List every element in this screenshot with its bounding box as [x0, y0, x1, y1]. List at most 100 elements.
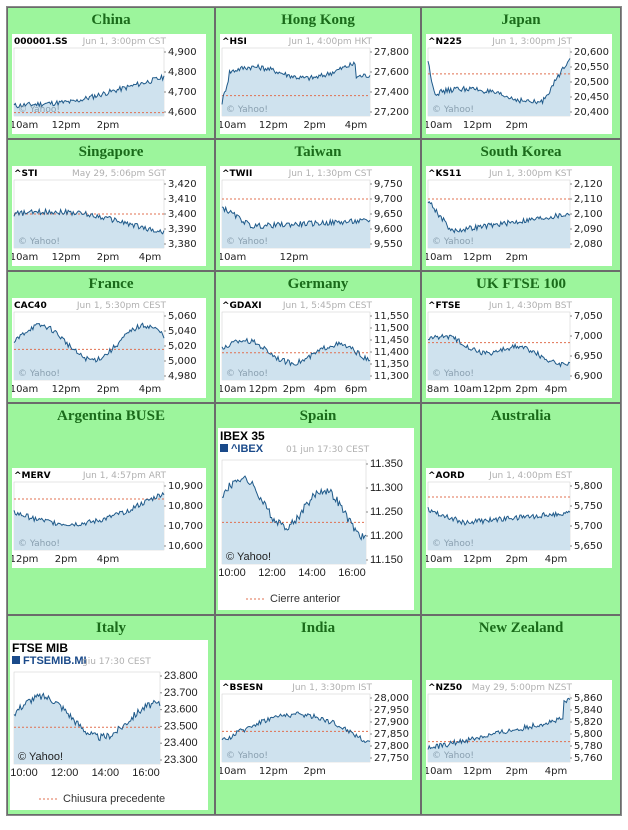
timestamp: Jun 1, 5:45pm CEST [282, 301, 373, 311]
market-cell-hong-kong: Hong Kong ^HSI Jun 1, 4:00pm HKT 27,800 27,6… [215, 7, 421, 139]
intraday-chart[interactable]: FTSE MIB FTSEMIB.MI giu 17:30 CEST 23.800 23… [10, 640, 208, 810]
timestamp: Jun 1, 3:00pm CST [82, 37, 167, 47]
timestamp: May 29, 5:06pm SGT [72, 169, 167, 179]
x-tick-label: 2pm [55, 554, 77, 565]
y-tick-label: 9,650 [374, 209, 403, 220]
market-cell-australia: Australia ^AORD Jun 1, 4:00pm EST 5,800 5,75… [421, 403, 621, 615]
region-title: China [91, 12, 131, 28]
intraday-chart[interactable]: ^STI May 29, 5:06pm SGT 3,420 3,410 3,400 3,3… [12, 166, 206, 266]
yahoo-watermark: © Yahoo! [432, 237, 474, 247]
y-tick-label: 10,700 [168, 521, 203, 532]
ticker-symbol: ^AORD [428, 471, 465, 481]
timestamp: Jun 1, 4:00pm HKT [288, 37, 373, 47]
x-tick-label: 10:00 [218, 567, 246, 579]
intraday-chart[interactable]: ^N225 Jun 1, 3:00pm JST 20,600 20,550 20,500… [426, 34, 612, 134]
symbol-swatch [220, 444, 228, 452]
intraday-chart[interactable]: IBEX 35 ^IBEX 01 jun 17:30 CEST 11.350 11.30… [218, 428, 414, 610]
y-tick-label: 28,000 [374, 693, 409, 704]
region-title: Japan [501, 12, 541, 28]
y-tick-label: 27,800 [374, 741, 409, 752]
x-tick-label: 16:00 [338, 567, 366, 579]
price-area [14, 492, 164, 550]
price-area [14, 323, 164, 380]
ticker-symbol: CAC40 [14, 301, 47, 311]
x-tick-label: 10am [426, 766, 452, 777]
price-line [427, 200, 571, 234]
chart-svg: ^BSESN Jun 1, 3:30pm IST28,00027,95027,90… [220, 683, 409, 777]
legend-label: Cierre anterior [270, 593, 341, 605]
intraday-chart[interactable]: ^AORD Jun 1, 4:00pm EST 5,800 5,750 5,700 5,6… [426, 468, 612, 568]
intraday-chart[interactable]: ^TWII Jun 1, 1:30pm CST 9,750 9,700 9,650 9,6… [220, 166, 412, 266]
x-tick-label: 2pm [505, 252, 527, 263]
y-tick-label: 4,600 [168, 107, 197, 118]
timestamp: 01 jun 17:30 CEST [286, 445, 370, 455]
y-tick-label: 3,390 [168, 224, 197, 235]
x-tick-label: 4pm [139, 252, 161, 263]
price-line [13, 692, 161, 742]
y-tick-label: 5,650 [574, 541, 603, 552]
intraday-chart[interactable]: ^BSESN Jun 1, 3:30pm IST 28,000 27,950 27,90… [220, 680, 412, 780]
market-cell-uk-ftse-100: UK FTSE 100 ^FTSE Jun 1, 4:30pm BST 7,050 7,… [421, 271, 621, 403]
y-tick-label: 2,100 [574, 209, 603, 220]
intraday-chart[interactable]: CAC40 Jun 1, 5:30pm CEST 5,060 5,040 5,020 5,… [12, 298, 206, 398]
price-area [428, 201, 570, 248]
timestamp: giu 17:30 CEST [82, 657, 151, 667]
price-line [13, 73, 165, 109]
y-tick-label: 3,410 [168, 194, 197, 205]
yahoo-watermark: © Yahoo! [18, 369, 60, 379]
y-tick-label: 6,950 [574, 351, 603, 362]
price-line [222, 475, 367, 541]
x-tick-label: 2pm [97, 252, 119, 263]
price-line [221, 711, 371, 744]
price-area [222, 338, 370, 380]
intraday-chart[interactable]: 000001.SS Jun 1, 3:00pm CST 4,900 4,800 4,70… [12, 34, 206, 134]
y-tick-label: 5,840 [574, 705, 603, 716]
ticker-symbol: FTSEMIB.MI [23, 655, 87, 667]
y-tick-label: 10,900 [168, 481, 203, 492]
y-tick-label: 23.800 [164, 670, 198, 682]
region-title: Singapore [78, 144, 144, 160]
price-line [427, 58, 571, 106]
intraday-chart[interactable]: ^HSI Jun 1, 4:00pm HKT 27,800 27,600 27,400 2… [220, 34, 412, 134]
y-tick-label: 23.500 [164, 720, 198, 732]
x-tick-label: 12pm [52, 384, 81, 395]
intraday-chart[interactable]: ^FTSE Jun 1, 4:30pm BST 7,050 7,000 6,950 6,9… [426, 298, 612, 398]
y-tick-label: 9,700 [374, 194, 403, 205]
price-line [13, 207, 165, 235]
x-tick-label: 10am [453, 384, 482, 395]
price-line [13, 491, 165, 527]
yahoo-watermark: © Yahoo! [226, 105, 268, 115]
y-tick-label: 5,060 [168, 311, 197, 322]
x-tick-label: 10am [220, 252, 246, 263]
x-tick-label: 12pm [249, 384, 278, 395]
price-line [221, 337, 371, 367]
intraday-chart[interactable]: ^NZ50 May 29, 5:00pm NZST 5,860 5,840 5,820 5… [426, 680, 612, 780]
timestamp: Jun 1, 4:00pm EST [488, 471, 572, 481]
x-tick-label: 4pm [545, 554, 567, 565]
price-area [222, 62, 370, 116]
yahoo-watermark: © Yahoo! [18, 237, 60, 247]
y-tick-label: 11,500 [374, 323, 409, 334]
market-cell-germany: Germany ^GDAXI Jun 1, 5:45pm CEST 11,550 11,… [215, 271, 421, 403]
yahoo-watermark: © Yahoo! [18, 539, 60, 549]
x-tick-label: 10am [12, 252, 38, 263]
y-tick-label: 20,600 [574, 47, 609, 58]
price-line [221, 61, 371, 105]
intraday-chart[interactable]: ^KS11 Jun 1, 3:00pm KST 2,120 2,110 2,100 2,0… [426, 166, 612, 266]
y-tick-label: 27,850 [374, 729, 409, 740]
intraday-chart[interactable]: ^MERV Jun 1, 4:57pm ART 10,900 10,800 10,700… [12, 468, 206, 568]
y-tick-label: 9,600 [374, 224, 403, 235]
timestamp: Jun 1, 1:30pm CST [288, 169, 373, 179]
y-tick-label: 11.150 [370, 554, 403, 566]
region-title: Hong Kong [281, 12, 355, 28]
y-tick-label: 11,300 [374, 371, 409, 382]
intraday-chart[interactable]: ^GDAXI Jun 1, 5:45pm CEST 11,550 11,500 11,4… [220, 298, 412, 398]
y-tick-label: 5,780 [574, 741, 603, 752]
x-tick-label: 12:00 [258, 567, 286, 579]
x-tick-label: 2pm [505, 766, 527, 777]
market-cell-argentina-buse: Argentina BUSE ^MERV Jun 1, 4:57pm ART 10,9… [7, 403, 215, 615]
